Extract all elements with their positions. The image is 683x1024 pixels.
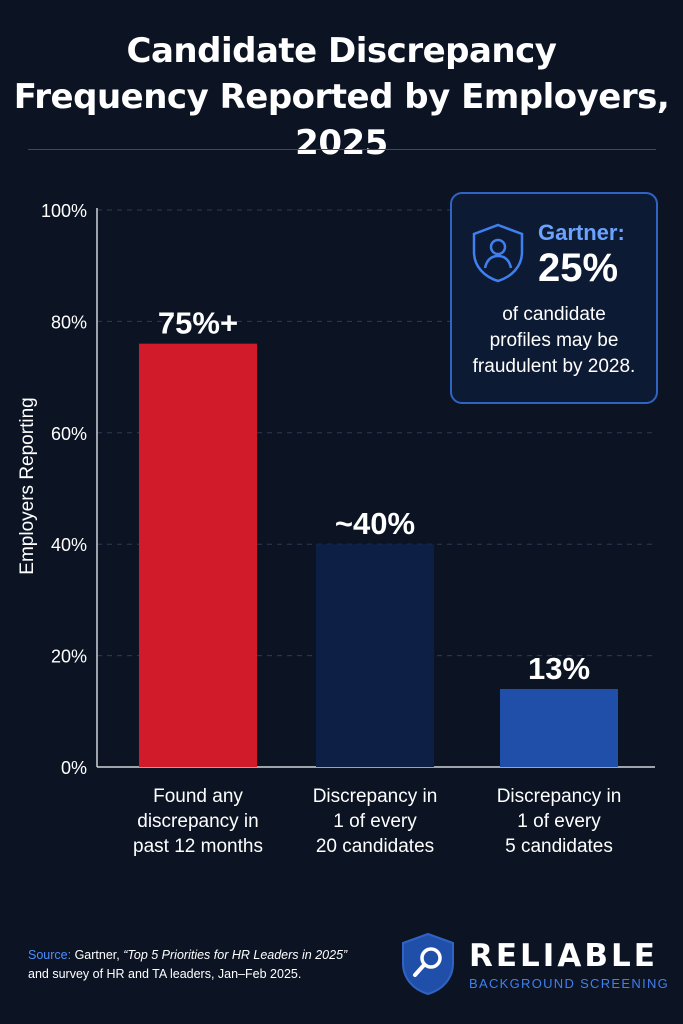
title-line-2: Frequency Reported by Employers, 2025	[13, 77, 670, 163]
chart-title: Candidate Discrepancy Frequency Reported…	[0, 28, 683, 166]
source-line-2: and survey of HR and TA leaders, Jan–Feb…	[28, 967, 302, 981]
y-tick-label-0: 0%	[61, 758, 87, 778]
category-label-2: Discrepancy in 1 of every 20 candidates	[312, 786, 438, 857]
title-divider	[28, 149, 656, 150]
y-tick-label-20: 20%	[51, 647, 87, 667]
brand-tagline: BACKGROUND SCREENING	[469, 976, 670, 991]
y-tick-label-100: 100%	[41, 201, 87, 221]
source-title: “Top 5 Priorities for HR Leaders in 2025…	[123, 948, 348, 962]
source-prefix: Gartner,	[74, 948, 120, 962]
category-label-3: Discrepancy in 1 of every 5 candidates	[496, 786, 622, 857]
category-label-1: Found any discrepancy in past 12 months	[133, 786, 263, 857]
callout-source: Gartner:	[538, 220, 625, 245]
gartner-callout: Gartner: 25% of candidate profiles may b…	[450, 192, 658, 404]
shield-magnifier-icon	[402, 932, 454, 996]
y-tick-label-40: 40%	[51, 535, 87, 555]
brand-name: RELIABLE	[469, 938, 658, 974]
bar-value-label-3: 13%	[528, 651, 590, 686]
bar-3	[500, 689, 618, 767]
y-tick-label-80: 80%	[51, 312, 87, 332]
source-note: Source: Gartner, “Top 5 Priorities for H…	[28, 946, 347, 984]
bar-1	[139, 343, 257, 767]
bar-value-label-2: ~40%	[335, 506, 415, 541]
bar-2	[316, 544, 434, 767]
shield-user-icon	[472, 223, 524, 283]
callout-value: 25%	[538, 246, 619, 290]
y-tick-label-60: 60%	[51, 424, 87, 444]
title-line-1: Candidate Discrepancy	[126, 31, 557, 71]
callout-text: of candidate profiles may be fraudulent …	[472, 304, 636, 377]
bar-value-label-1: 75%+	[158, 306, 238, 341]
source-label: Source:	[28, 948, 72, 962]
